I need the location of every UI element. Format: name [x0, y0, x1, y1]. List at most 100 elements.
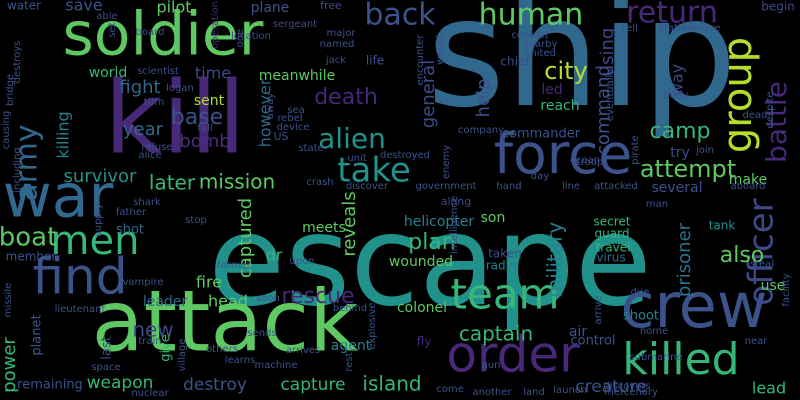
word-use: use — [761, 278, 786, 294]
word-come: come — [436, 384, 464, 395]
word-including: including — [12, 147, 23, 193]
word-group: group — [715, 37, 761, 153]
word-state: state — [298, 143, 323, 154]
word-free: free — [320, 0, 342, 12]
word-arrives: arrives — [286, 345, 320, 356]
word-contact: contact — [511, 30, 549, 41]
word-soldier: soldier — [63, 0, 264, 70]
word-several: several — [651, 180, 702, 196]
word-missile: missile — [3, 283, 14, 318]
word-shot: shot — [116, 223, 144, 238]
word-despite: despite — [765, 92, 776, 129]
word-major: major — [327, 28, 357, 39]
word-man: man — [646, 199, 668, 210]
word-attacked: attacked — [594, 181, 638, 192]
word-father: father — [116, 207, 147, 218]
word-killing: killing — [54, 111, 73, 158]
word-bridge: bridge — [5, 74, 16, 106]
word-dead: dead — [743, 110, 768, 121]
word-make: make — [729, 172, 767, 188]
word-location: location — [231, 31, 271, 42]
word-train: train — [138, 336, 161, 347]
word-fire: fire — [196, 273, 222, 292]
word-body: body — [664, 90, 689, 101]
word-logan: logan — [166, 83, 194, 94]
word-vampire: vampire — [123, 277, 164, 288]
word-scientist: scientist — [137, 66, 179, 77]
word-intelligence: intelligence — [449, 196, 460, 254]
word-secret: secret — [594, 215, 631, 229]
word-home: home — [640, 326, 668, 337]
word-base: base — [171, 105, 223, 130]
word-save: save — [65, 0, 102, 15]
word-away: away — [265, 93, 276, 119]
word-meets: meets — [302, 220, 346, 236]
word-force: force — [494, 122, 633, 186]
word-taken: taken — [488, 247, 522, 261]
word-unit: unit — [347, 153, 366, 164]
word-reach: reach — [540, 98, 579, 114]
word-soon: soon — [256, 293, 280, 304]
word-capture: capture — [280, 375, 345, 395]
word-island: island — [362, 372, 421, 396]
word-along: along — [441, 195, 471, 208]
word-using: using — [597, 28, 618, 77]
word-wounded: wounded — [389, 254, 453, 270]
word-named: named — [320, 39, 355, 50]
word-supply: supply — [93, 203, 104, 236]
word-plan: plan — [408, 230, 456, 255]
word-eventually: eventually — [605, 69, 616, 122]
word-near: near — [745, 336, 769, 347]
word-ship: ship — [427, 0, 737, 141]
word-rest: rest — [344, 352, 355, 371]
word-hand: hand — [496, 181, 521, 192]
word-government: government — [416, 181, 477, 192]
word-death: death — [314, 85, 378, 110]
word-attack: attack — [92, 272, 359, 371]
word-weapon: weapon — [87, 373, 154, 393]
word-upon: upon — [289, 256, 314, 267]
word-pilot: pilot — [156, 0, 191, 17]
word-team: team — [451, 270, 560, 319]
word-stop: stop — [185, 215, 207, 226]
word-launch: launch — [553, 385, 586, 396]
word-year: year — [123, 119, 164, 140]
word-us: US — [273, 130, 288, 143]
word-power: power — [0, 337, 20, 393]
word-discover: discover — [346, 181, 389, 192]
word-back: back — [364, 0, 436, 33]
word-turn: turn — [144, 97, 165, 108]
word-tell: tell — [622, 23, 638, 34]
word-city: city — [544, 57, 587, 85]
word-survivor: survivor — [64, 166, 138, 187]
word-also: also — [720, 243, 765, 268]
word-creature: creature — [575, 377, 646, 397]
word-operation: operation — [210, 1, 221, 49]
word-jack: jack — [325, 55, 346, 66]
word-alice: alice — [138, 150, 161, 161]
word-later: later — [149, 171, 196, 195]
word-agent: agent — [331, 338, 372, 354]
word-gun: gun — [481, 360, 500, 371]
word-led: led — [541, 82, 562, 98]
word-learns: learns — [225, 355, 256, 366]
word-order: order — [446, 326, 580, 384]
word-rescue: rescue — [281, 284, 354, 309]
word-officer: officer — [742, 198, 782, 305]
word-battle: battle — [760, 81, 793, 163]
word-rebel: rebel — [277, 113, 302, 124]
word-destroyed: destroyed — [380, 150, 430, 161]
word-sent: sent — [194, 93, 225, 109]
word-return: return — [626, 0, 718, 31]
word-alien: alien — [318, 122, 386, 155]
word-would: would — [435, 35, 446, 65]
word-day: day — [531, 171, 549, 182]
word-helicopter: helicopter — [404, 214, 475, 230]
word-escape: escape — [208, 189, 652, 334]
word-colonel: colonel — [397, 300, 447, 316]
word-boat: boat — [0, 223, 57, 253]
word-reveals: reveals — [339, 191, 360, 256]
word-former: former — [217, 260, 251, 271]
word-sea: sea — [287, 105, 305, 116]
